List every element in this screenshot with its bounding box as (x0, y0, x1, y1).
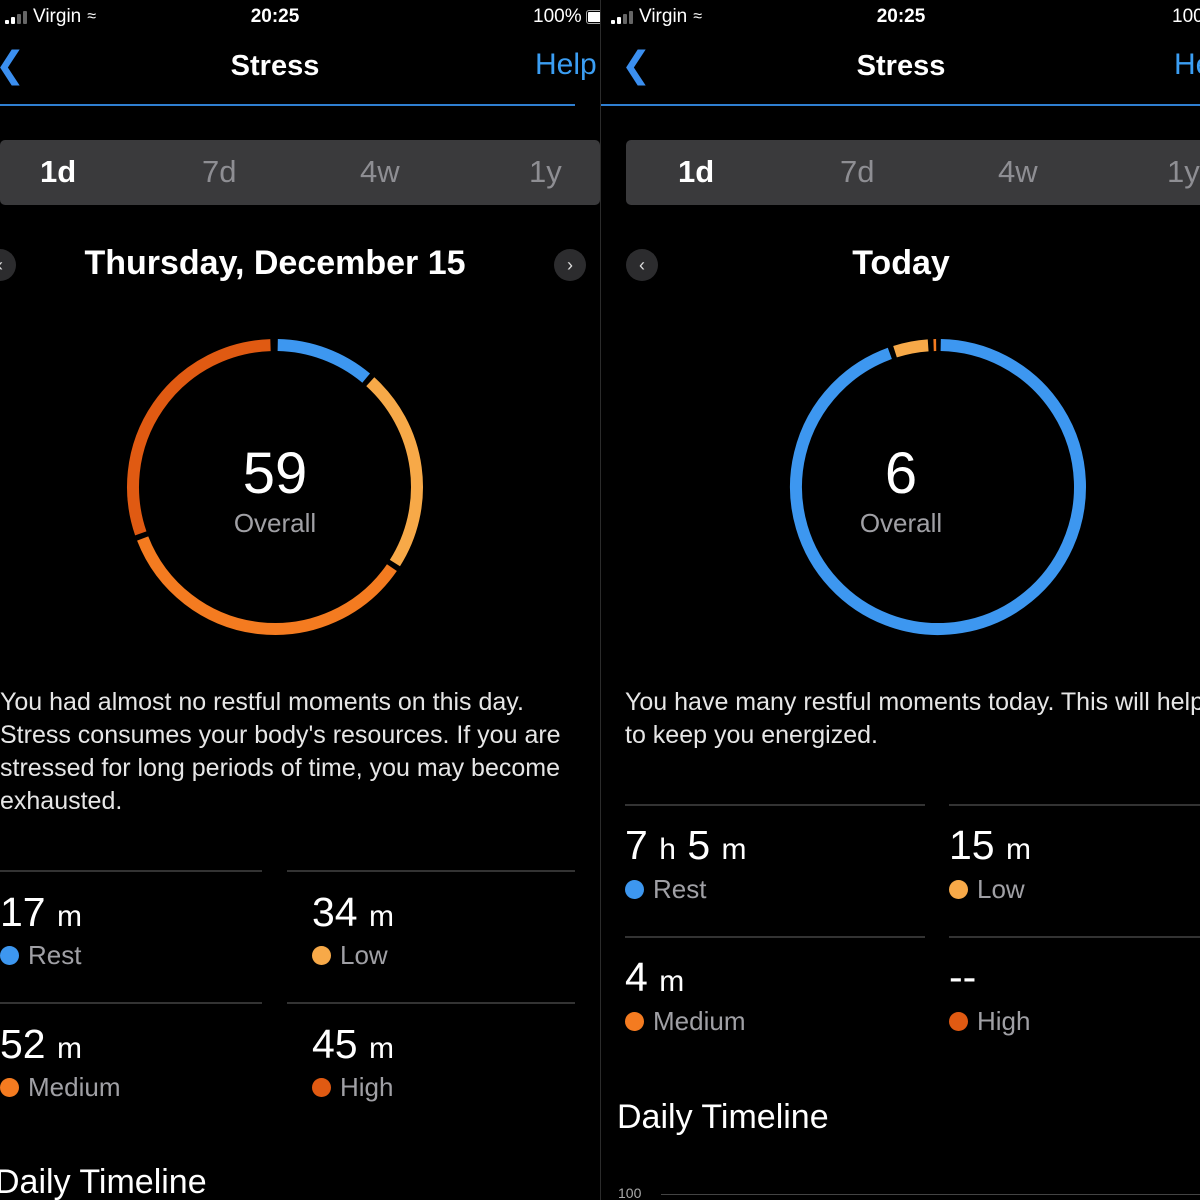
overall-label: Overall (233, 508, 317, 538)
rest-dot-icon (0, 946, 19, 965)
rest-duration: 7 h 5 m (625, 822, 747, 868)
status-bar: Virgin ≈ 20:25 100% (0, 0, 600, 34)
rest-duration: 17 m (0, 889, 83, 935)
high-dot-icon (312, 1078, 331, 1097)
high-duration: -- (949, 954, 977, 1000)
high-ring-segment (127, 339, 271, 536)
tab-1d[interactable]: 1d (678, 154, 715, 189)
left-screen: Virgin ≈ 20:25 100% ❮ Stress Help 1d 7d … (0, 0, 600, 1200)
help-button[interactable]: Help (1174, 48, 1200, 81)
high-legend: High (949, 1006, 1030, 1037)
nav-bar: ❮ Stress Help (601, 34, 1200, 106)
medium-legend: Medium (0, 1072, 120, 1103)
overall-label: Overall (859, 508, 943, 538)
date-heading: Thursday, December 15 (84, 244, 466, 282)
page-title: Stress (856, 50, 946, 82)
right-screen: Virgin ≈ 20:25 100% ❮ Stress Help 1d 7d … (601, 0, 1200, 1200)
low-ring-segment (893, 339, 929, 358)
medium-duration: 52 m (0, 1021, 83, 1067)
high-duration: 45 m (312, 1021, 395, 1067)
battery-percent: 100% (1172, 6, 1200, 27)
tab-1d[interactable]: 1d (40, 154, 77, 189)
daily-timeline-heading: Daily Timeline (0, 1163, 207, 1200)
period-tabs: 1d 7d 4w 1y (626, 140, 1200, 205)
rest-dot-icon (625, 880, 644, 899)
previous-day-button[interactable]: ‹ (626, 249, 658, 281)
status-time: 20:25 (876, 6, 926, 27)
timeline-axis-label: 100 (618, 1185, 642, 1200)
tab-7d[interactable]: 7d (202, 154, 237, 189)
rest-ring-segment (277, 339, 371, 383)
page-title: Stress (230, 50, 320, 82)
battery-icon (585, 10, 600, 24)
wifi-icon: ≈ (87, 8, 97, 25)
status-time: 20:25 (250, 6, 300, 27)
previous-day-button[interactable]: ‹ (0, 249, 16, 281)
medium-legend: Medium (625, 1006, 745, 1037)
stress-description: You have many restful moments today. Thi… (625, 688, 1200, 749)
tab-1y[interactable]: 1y (1167, 154, 1200, 189)
medium-duration: 4 m (625, 954, 685, 1000)
next-day-button[interactable]: › (554, 249, 586, 281)
back-chevron-icon[interactable]: ❮ (621, 44, 652, 85)
divider (287, 870, 575, 872)
low-ring-segment (366, 377, 423, 567)
divider (949, 804, 1200, 806)
high-legend: High (312, 1072, 393, 1103)
period-tabs: 1d 7d 4w 1y (0, 140, 600, 205)
divider (287, 1002, 575, 1004)
back-chevron-icon[interactable]: ❮ (0, 44, 25, 86)
panel-divider (600, 0, 601, 1200)
tab-4w[interactable]: 4w (998, 154, 1038, 189)
signal-icon (611, 10, 633, 24)
carrier-name: Virgin (639, 6, 688, 27)
divider (0, 1002, 262, 1004)
carrier-name: Virgin (33, 6, 82, 27)
low-duration: 15 m (949, 822, 1032, 868)
timeline-gridline (661, 1194, 1200, 1195)
high-dot-icon (949, 1012, 968, 1031)
wifi-icon: ≈ (693, 8, 703, 25)
daily-timeline-heading: Daily Timeline (617, 1098, 829, 1136)
status-bar: Virgin ≈ 20:25 100% (601, 0, 1200, 34)
low-legend: Low (312, 940, 388, 971)
battery-percent: 100% (533, 6, 582, 27)
divider (625, 804, 925, 806)
low-legend: Low (949, 874, 1025, 905)
rest-legend: Rest (625, 874, 706, 905)
low-duration: 34 m (312, 889, 395, 935)
signal-icon (5, 10, 27, 24)
tab-4w[interactable]: 4w (360, 154, 400, 189)
stress-description: You had almost no restful moments on thi… (0, 688, 561, 815)
stress-ring-chart (127, 339, 423, 635)
low-dot-icon (312, 946, 331, 965)
date-heading: Today (852, 244, 950, 282)
stress-ring-chart (790, 339, 1086, 635)
medium-dot-icon (0, 1078, 19, 1097)
tab-7d[interactable]: 7d (840, 154, 875, 189)
overall-score: 59 (242, 441, 308, 506)
nav-bar: ❮ Stress Help (0, 34, 597, 106)
divider (949, 936, 1200, 938)
help-button[interactable]: Help (535, 48, 597, 81)
rest-legend: Rest (0, 940, 81, 971)
divider (625, 936, 925, 938)
medium-ring-segment (137, 536, 397, 635)
rest-ring-segment (790, 339, 1086, 635)
tab-1y[interactable]: 1y (529, 154, 562, 189)
medium-dot-icon (625, 1012, 644, 1031)
low-dot-icon (949, 880, 968, 899)
divider (0, 870, 262, 872)
overall-score: 6 (884, 441, 918, 506)
